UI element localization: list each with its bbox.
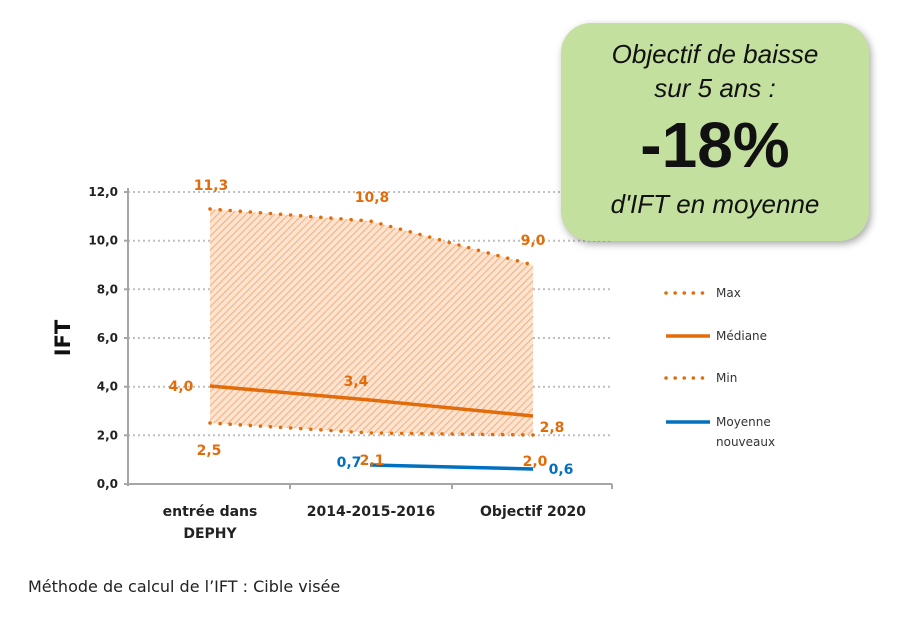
svg-text:2,5: 2,5	[197, 443, 222, 459]
svg-text:9,0: 9,0	[521, 233, 546, 249]
callout-line-1: Objectif de baisse	[611, 39, 819, 69]
svg-text:6,0: 6,0	[97, 331, 118, 345]
svg-text:Médiane: Médiane	[716, 329, 767, 343]
svg-text:2,0: 2,0	[97, 428, 118, 442]
axes	[124, 188, 613, 489]
legend-item-moyenne-nouveaux: Moyenne nouveaux	[666, 415, 775, 449]
legend-item-max: Max	[664, 286, 741, 300]
svg-text:2,8: 2,8	[540, 420, 565, 436]
legend: Max Médiane Min Moyenne nouveaux	[664, 286, 775, 449]
svg-text:Min: Min	[716, 371, 737, 385]
reduction-target-callout: Objectif de baisse sur 5 ans : -18% d'IF…	[561, 23, 869, 241]
svg-text:12,0: 12,0	[88, 185, 118, 199]
min-max-band	[210, 209, 533, 435]
svg-text:Objectif 2020: Objectif 2020	[480, 504, 586, 520]
svg-text:Moyenne: Moyenne	[716, 415, 771, 429]
svg-text:10,0: 10,0	[88, 234, 118, 248]
svg-text:3,4: 3,4	[344, 374, 369, 390]
callout-value: -18%	[640, 109, 790, 181]
svg-text:0,0: 0,0	[97, 477, 118, 491]
svg-text:0,6: 0,6	[549, 462, 574, 478]
legend-item-mediane: Médiane	[666, 329, 767, 343]
svg-text:2,0: 2,0	[523, 454, 548, 470]
svg-text:DEPHY: DEPHY	[183, 526, 237, 542]
svg-text:entrée dans: entrée dans	[163, 504, 258, 520]
svg-text:10,8: 10,8	[355, 190, 390, 206]
svg-text:Max: Max	[716, 286, 741, 300]
series-max	[208, 207, 535, 267]
footnote: Méthode de calcul de l’IFT : Cible visée	[28, 577, 341, 596]
svg-text:0,7: 0,7	[337, 455, 362, 471]
svg-text:nouveaux: nouveaux	[716, 435, 775, 449]
callout-line-2: sur 5 ans :	[654, 73, 776, 103]
callout-line-3: d'IFT en moyenne	[610, 189, 820, 219]
svg-text:4,0: 4,0	[97, 380, 118, 394]
legend-item-min: Min	[664, 371, 737, 385]
svg-text:11,3: 11,3	[194, 178, 229, 194]
svg-text:8,0: 8,0	[97, 282, 118, 296]
svg-text:2,1: 2,1	[360, 453, 385, 469]
series-mediane	[209, 384, 534, 418]
series-min	[208, 421, 535, 437]
y-tick-labels: 0,0 2,0 4,0 6,0 8,0 10,0 12,0	[88, 185, 118, 491]
series-moyenne-nouveaux	[369, 463, 534, 471]
data-labels: 11,3 10,8 9,0 4,0 3,4 2,8 2,5 2,1 2,0 0,…	[169, 178, 574, 478]
x-category-labels: entrée dans DEPHY 2014-2015-2016 Objecti…	[163, 504, 587, 542]
y-axis-label: IFT	[51, 319, 75, 356]
svg-text:4,0: 4,0	[169, 379, 194, 395]
svg-text:2014-2015-2016: 2014-2015-2016	[307, 504, 436, 520]
